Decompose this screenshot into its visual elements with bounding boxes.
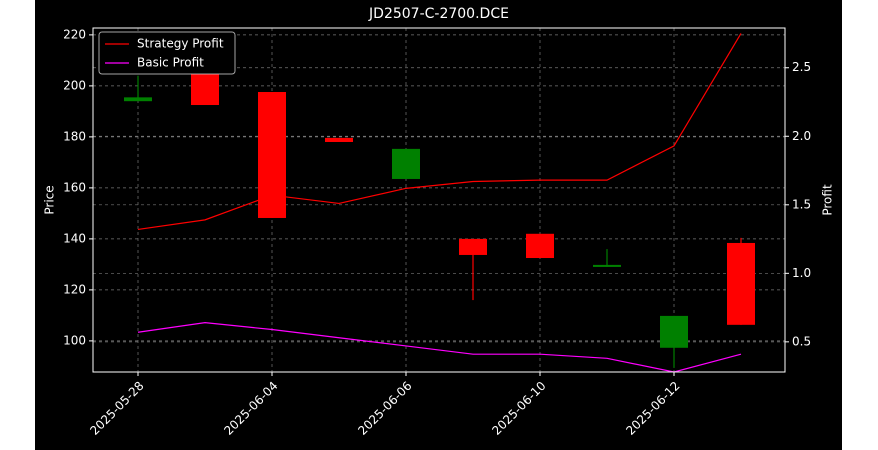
- candle-body: [459, 238, 487, 255]
- y-tick-label: 200: [63, 78, 86, 92]
- y2-tick-label: 1.5: [792, 197, 811, 211]
- legend-label: Strategy Profit: [137, 37, 224, 51]
- candle-body: [325, 137, 353, 142]
- candle-body: [392, 148, 420, 179]
- legend-box: [98, 31, 236, 75]
- candle-body: [124, 97, 152, 102]
- candle-body: [727, 242, 755, 325]
- profit-line: [137, 322, 742, 373]
- candle-body: [526, 233, 554, 259]
- plot-frame: [92, 27, 786, 373]
- y2-axis-label: Profit: [821, 184, 835, 216]
- y-tick-label: 180: [63, 129, 86, 143]
- y-tick-label: 160: [63, 180, 86, 194]
- y-tick-label: 100: [63, 333, 86, 347]
- profit-line: [137, 33, 742, 231]
- candle-body: [258, 92, 286, 218]
- y2-tick-label: 0.5: [792, 334, 811, 348]
- candle-body: [593, 264, 621, 267]
- candle-body: [660, 315, 688, 348]
- y-tick-label: 140: [63, 231, 86, 245]
- legend-label: Basic Profit: [137, 56, 204, 70]
- y2-tick-label: 1.0: [792, 266, 811, 280]
- chart-title: JD2507-C-2700.DCE: [368, 6, 509, 22]
- y2-tick-label: 2.0: [792, 129, 811, 143]
- y2-tick-label: 2.5: [792, 60, 811, 74]
- y-tick-label: 220: [63, 27, 86, 41]
- y-tick-label: 120: [63, 282, 86, 296]
- y-axis-label: Price: [43, 185, 57, 214]
